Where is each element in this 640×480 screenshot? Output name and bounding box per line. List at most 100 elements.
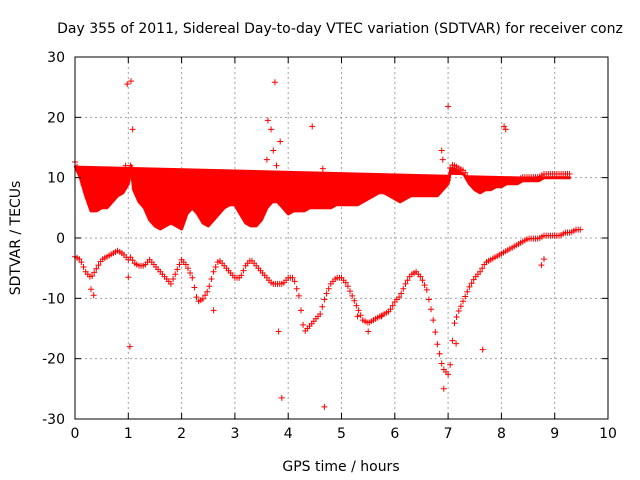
edge-point	[389, 302, 396, 309]
edge-point	[261, 206, 268, 212]
edge-point	[89, 273, 96, 279]
edge-point	[80, 264, 87, 270]
edge-point	[398, 290, 405, 297]
x-tick-label: 5	[337, 426, 346, 442]
edge-point	[170, 276, 177, 282]
y-tick-label: 20	[47, 110, 65, 126]
edge-point	[178, 222, 185, 229]
outlier-point	[124, 81, 131, 88]
edge-point	[131, 185, 138, 192]
edge-point	[289, 274, 296, 281]
edge-point	[93, 265, 100, 272]
edge-point	[197, 212, 204, 219]
edge-point	[144, 208, 151, 215]
y-tick-label: 30	[47, 50, 65, 66]
x-tick-label: 4	[284, 426, 293, 442]
edge-point	[123, 180, 130, 187]
outlier-point	[290, 183, 297, 190]
edge-point	[323, 290, 330, 297]
edge-point	[357, 312, 364, 319]
edge-point	[142, 203, 149, 210]
edge-point	[295, 292, 302, 299]
edge-point	[344, 283, 351, 290]
data-band	[73, 164, 571, 231]
outlier-point	[309, 123, 316, 130]
edge-point	[208, 276, 215, 282]
edge-point	[195, 209, 202, 216]
outlier-point	[264, 186, 271, 193]
y-tick-label: -10	[42, 291, 65, 307]
outlier-point	[271, 79, 278, 86]
edge-point	[91, 269, 98, 276]
edge-point	[464, 288, 471, 295]
edge-point	[293, 285, 300, 292]
edge-point	[342, 279, 349, 286]
outlier-point	[197, 198, 204, 205]
x-tick-label: 6	[390, 426, 399, 442]
edge-point	[257, 214, 264, 221]
edge-point	[84, 195, 91, 202]
edge-point	[477, 268, 484, 275]
edge-point	[455, 308, 462, 314]
edge-point	[191, 284, 198, 291]
edge-point	[430, 317, 437, 324]
edge-point	[140, 200, 147, 206]
outlier-point	[88, 286, 94, 293]
edge-point	[238, 209, 245, 216]
edge-point	[419, 277, 426, 284]
edge-point	[199, 295, 206, 302]
edge-point	[82, 189, 89, 196]
x-tick-label: 2	[177, 426, 186, 442]
outlier-point	[210, 307, 217, 314]
edge-point	[259, 210, 266, 217]
y-axis-label: SDTVAR / TECUs	[8, 181, 24, 296]
x-tick-label: 7	[444, 426, 453, 442]
edge-point	[425, 296, 432, 303]
outlier-point	[365, 328, 372, 335]
edge-point	[462, 293, 469, 300]
edge-point	[402, 280, 409, 287]
edge-point	[167, 280, 174, 287]
edge-point	[236, 205, 243, 212]
outlier-points	[72, 78, 584, 410]
edge-point	[291, 278, 298, 285]
outlier-point	[264, 117, 271, 124]
outlier-point	[126, 343, 133, 350]
edge-point	[80, 181, 87, 188]
edge-point	[447, 361, 454, 368]
outlier-point	[263, 156, 270, 163]
edge-point	[428, 306, 434, 313]
edge-point	[121, 184, 127, 191]
outlier-point	[479, 346, 486, 353]
outlier-point	[378, 313, 385, 320]
outlier-point	[129, 126, 136, 133]
edge-point	[445, 371, 452, 378]
edge-point	[319, 303, 326, 310]
edge-point	[174, 266, 181, 273]
outlier-point	[266, 174, 273, 181]
edge-point	[404, 277, 411, 284]
outlier-point	[125, 274, 132, 281]
outlier-point	[541, 256, 547, 263]
edge-point	[300, 321, 307, 328]
outlier-point	[275, 328, 282, 335]
edge-point	[133, 190, 140, 197]
edge-point	[189, 274, 196, 281]
edge-point	[231, 198, 238, 205]
edge-point	[464, 173, 471, 180]
edge-point	[432, 329, 439, 336]
edge-point	[449, 337, 456, 344]
edge-point	[182, 261, 189, 268]
edge-point	[445, 177, 452, 184]
y-tick-label: -30	[42, 412, 65, 428]
y-tick-label: -20	[42, 352, 65, 368]
outlier-point	[268, 126, 275, 133]
edge-point	[468, 280, 475, 287]
edge-point	[193, 294, 200, 301]
edge-point	[298, 307, 304, 314]
x-tick-label: 10	[599, 426, 617, 442]
edge-point	[457, 303, 464, 310]
edge-point	[347, 288, 353, 295]
edge-point	[423, 286, 430, 293]
edge-point	[182, 210, 189, 217]
